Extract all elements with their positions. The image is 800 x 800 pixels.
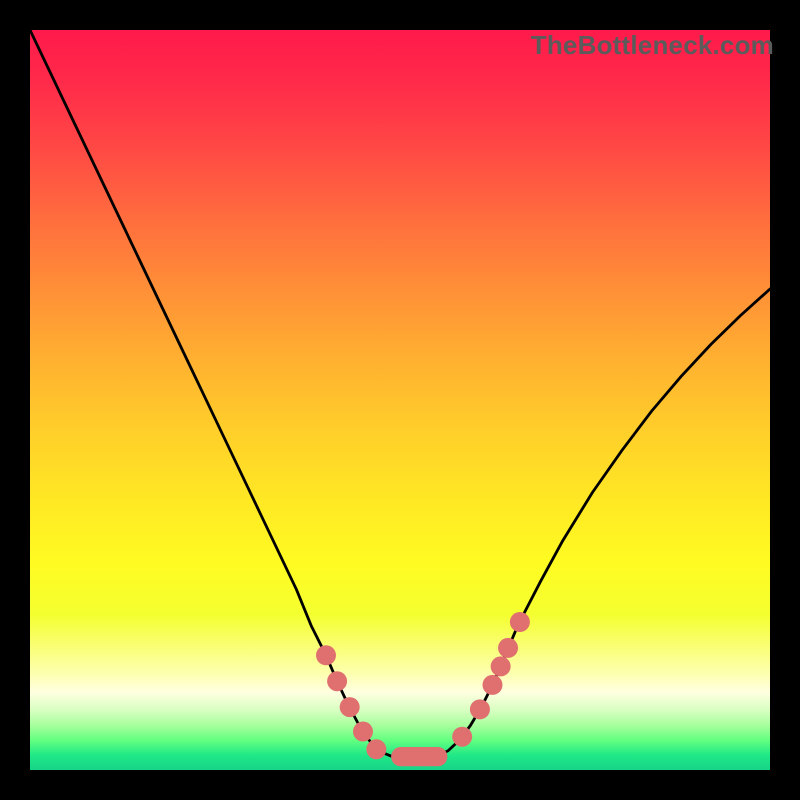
flat-segment-marker	[391, 747, 447, 766]
figure-frame: TheBottleneck.com	[0, 0, 800, 800]
marker-right	[491, 656, 511, 676]
marker-left	[327, 671, 347, 691]
marker-right	[452, 727, 472, 747]
plot-area	[30, 30, 770, 770]
marker-right	[483, 675, 503, 695]
marker-left	[316, 645, 336, 665]
marker-right	[470, 699, 490, 719]
plot-svg	[30, 30, 770, 770]
watermark-text: TheBottleneck.com	[531, 30, 774, 61]
marker-left	[366, 739, 386, 759]
gradient-background	[30, 30, 770, 770]
marker-right	[510, 612, 530, 632]
marker-left	[340, 697, 360, 717]
marker-left	[353, 722, 373, 742]
marker-right	[498, 638, 518, 658]
